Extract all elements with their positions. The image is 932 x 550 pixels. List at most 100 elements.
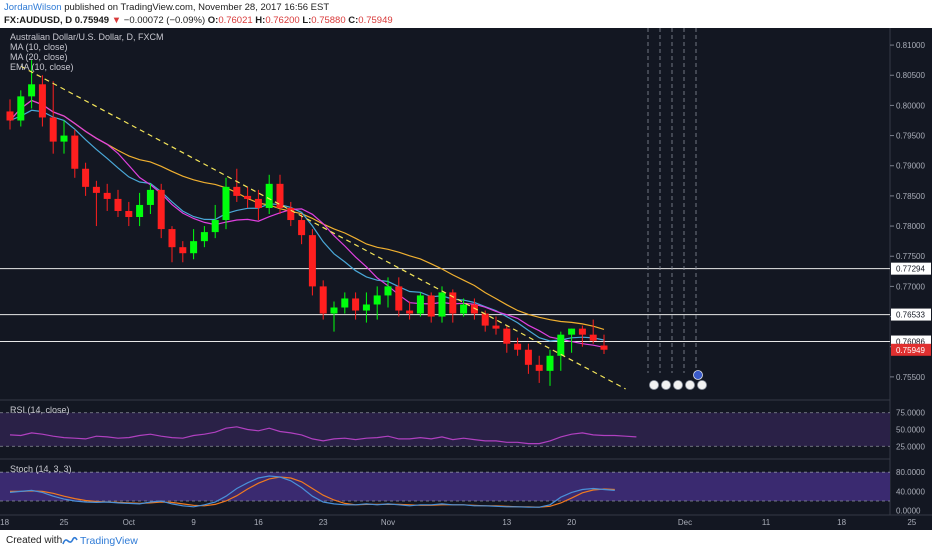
close-label: C: [348, 15, 359, 26]
candle-body [82, 168, 90, 187]
price-label: 0.77294 [896, 265, 925, 274]
candle-body [60, 135, 68, 142]
y-tick-label: 0.80500 [896, 71, 925, 80]
symbol-label: FX:AUDUSD, D [4, 15, 73, 26]
rsi-tick-label: 25.0000 [896, 442, 925, 451]
x-tick-label: 20 [567, 518, 576, 527]
legend-ema10: EMA (10, close) [10, 62, 74, 72]
published-text: published on TradingView.com, November 2… [64, 2, 330, 13]
rsi-band [0, 412, 890, 447]
candle-body [384, 286, 392, 296]
candle-body [71, 135, 79, 169]
candle-body [103, 192, 111, 199]
candle-body [17, 96, 25, 121]
candle-body [362, 304, 370, 311]
price-label-box [891, 308, 931, 321]
price-label-box [891, 343, 931, 356]
candle-body [600, 345, 608, 350]
candle-body [460, 304, 468, 314]
legend-ma20: MA (20, close) [10, 52, 68, 62]
price-label: 0.75949 [896, 346, 925, 355]
author-link[interactable]: JordanWilson [4, 2, 62, 13]
x-tick-label: 25 [907, 518, 916, 527]
candle-body [406, 310, 414, 314]
stoch-tick-label: 80.0000 [896, 468, 925, 477]
candle-body [373, 295, 381, 305]
event-marker-icon [697, 380, 707, 390]
candle-body [200, 232, 208, 242]
candle-body [244, 195, 252, 199]
candle-body [265, 183, 273, 208]
tradingview-brand[interactable]: TradingView [80, 535, 138, 547]
stoch-title: Stoch (14, 3, 3) [10, 464, 72, 474]
y-tick-label: 0.78500 [896, 192, 925, 201]
candle-body [298, 220, 306, 236]
candle-body [276, 183, 284, 208]
candle-body [514, 343, 522, 350]
candle-body [438, 292, 446, 317]
candle-body [481, 313, 489, 326]
candle-body [233, 186, 241, 196]
rsi-line [9, 426, 637, 445]
high-value: 0.76200 [265, 15, 300, 26]
candle-body [503, 328, 511, 344]
candle-body [535, 364, 543, 371]
candle-body [168, 229, 176, 248]
candle-body [578, 328, 586, 335]
candle-body [395, 286, 403, 311]
legend-ma10: MA (10, close) [10, 42, 68, 52]
event-marker-icon [649, 380, 659, 390]
candle-body [190, 241, 198, 254]
candle-body [492, 325, 500, 329]
x-tick-label: 25 [60, 518, 69, 527]
x-tick-label: 11 [762, 518, 771, 527]
y-tick-label: 0.79000 [896, 162, 925, 171]
x-tick-label: 13 [502, 518, 511, 527]
chart-background [0, 28, 932, 530]
rsi-title: RSI (14, close) [10, 405, 70, 415]
candle-body [568, 328, 576, 335]
candle-body [49, 117, 57, 142]
ma10-line [9, 99, 605, 348]
x-tick-label: 18 [837, 518, 846, 527]
stoch-tick-label: 40.0000 [896, 487, 925, 496]
x-tick-label: Oct [123, 518, 136, 527]
x-tick-label: Nov [381, 518, 395, 527]
candle-body [157, 189, 165, 230]
candle-body [308, 235, 316, 287]
candle-body [6, 111, 14, 121]
last-price: 0.75949 [74, 15, 110, 26]
candle-body [341, 298, 349, 308]
candle-body [470, 304, 478, 314]
footer: Created with TradingView [0, 530, 932, 550]
y-tick-label: 0.81000 [896, 41, 925, 50]
change-value: −0.00072 (−0.09%) [123, 15, 206, 26]
chart-header: JordanWilson published on TradingView.co… [0, 0, 932, 28]
candle-body [38, 84, 46, 118]
price-chart[interactable]: 0.81000 0.80500 0.80000 0.79500 0.79000 0.785… [0, 28, 932, 530]
candle-body [114, 198, 122, 211]
candle-body [287, 207, 295, 221]
candle-body [557, 334, 565, 356]
candle-body [352, 298, 360, 311]
low-value: 0.75880 [311, 15, 346, 26]
candle-body [136, 204, 144, 218]
x-tick-label: 9 [191, 518, 196, 527]
candle-body [427, 295, 435, 317]
low-label: L: [302, 15, 312, 26]
price-label: 0.76533 [896, 311, 925, 320]
candle-body [330, 307, 338, 314]
close-value: 0.75949 [358, 15, 393, 26]
candle-body [589, 334, 597, 341]
candle-body [28, 84, 36, 97]
y-tick-label: 0.80000 [896, 101, 925, 110]
x-tick-label: Dec [678, 518, 692, 527]
x-tick-label: 18 [0, 518, 9, 527]
created-with-text: Created with [6, 535, 63, 546]
price-label: 0.76086 [896, 338, 925, 347]
x-tick-label: 23 [319, 518, 328, 527]
candle-body [92, 186, 100, 193]
candle-body [319, 286, 327, 314]
candle-body [211, 220, 219, 233]
open-value: 0.76021 [218, 15, 253, 26]
